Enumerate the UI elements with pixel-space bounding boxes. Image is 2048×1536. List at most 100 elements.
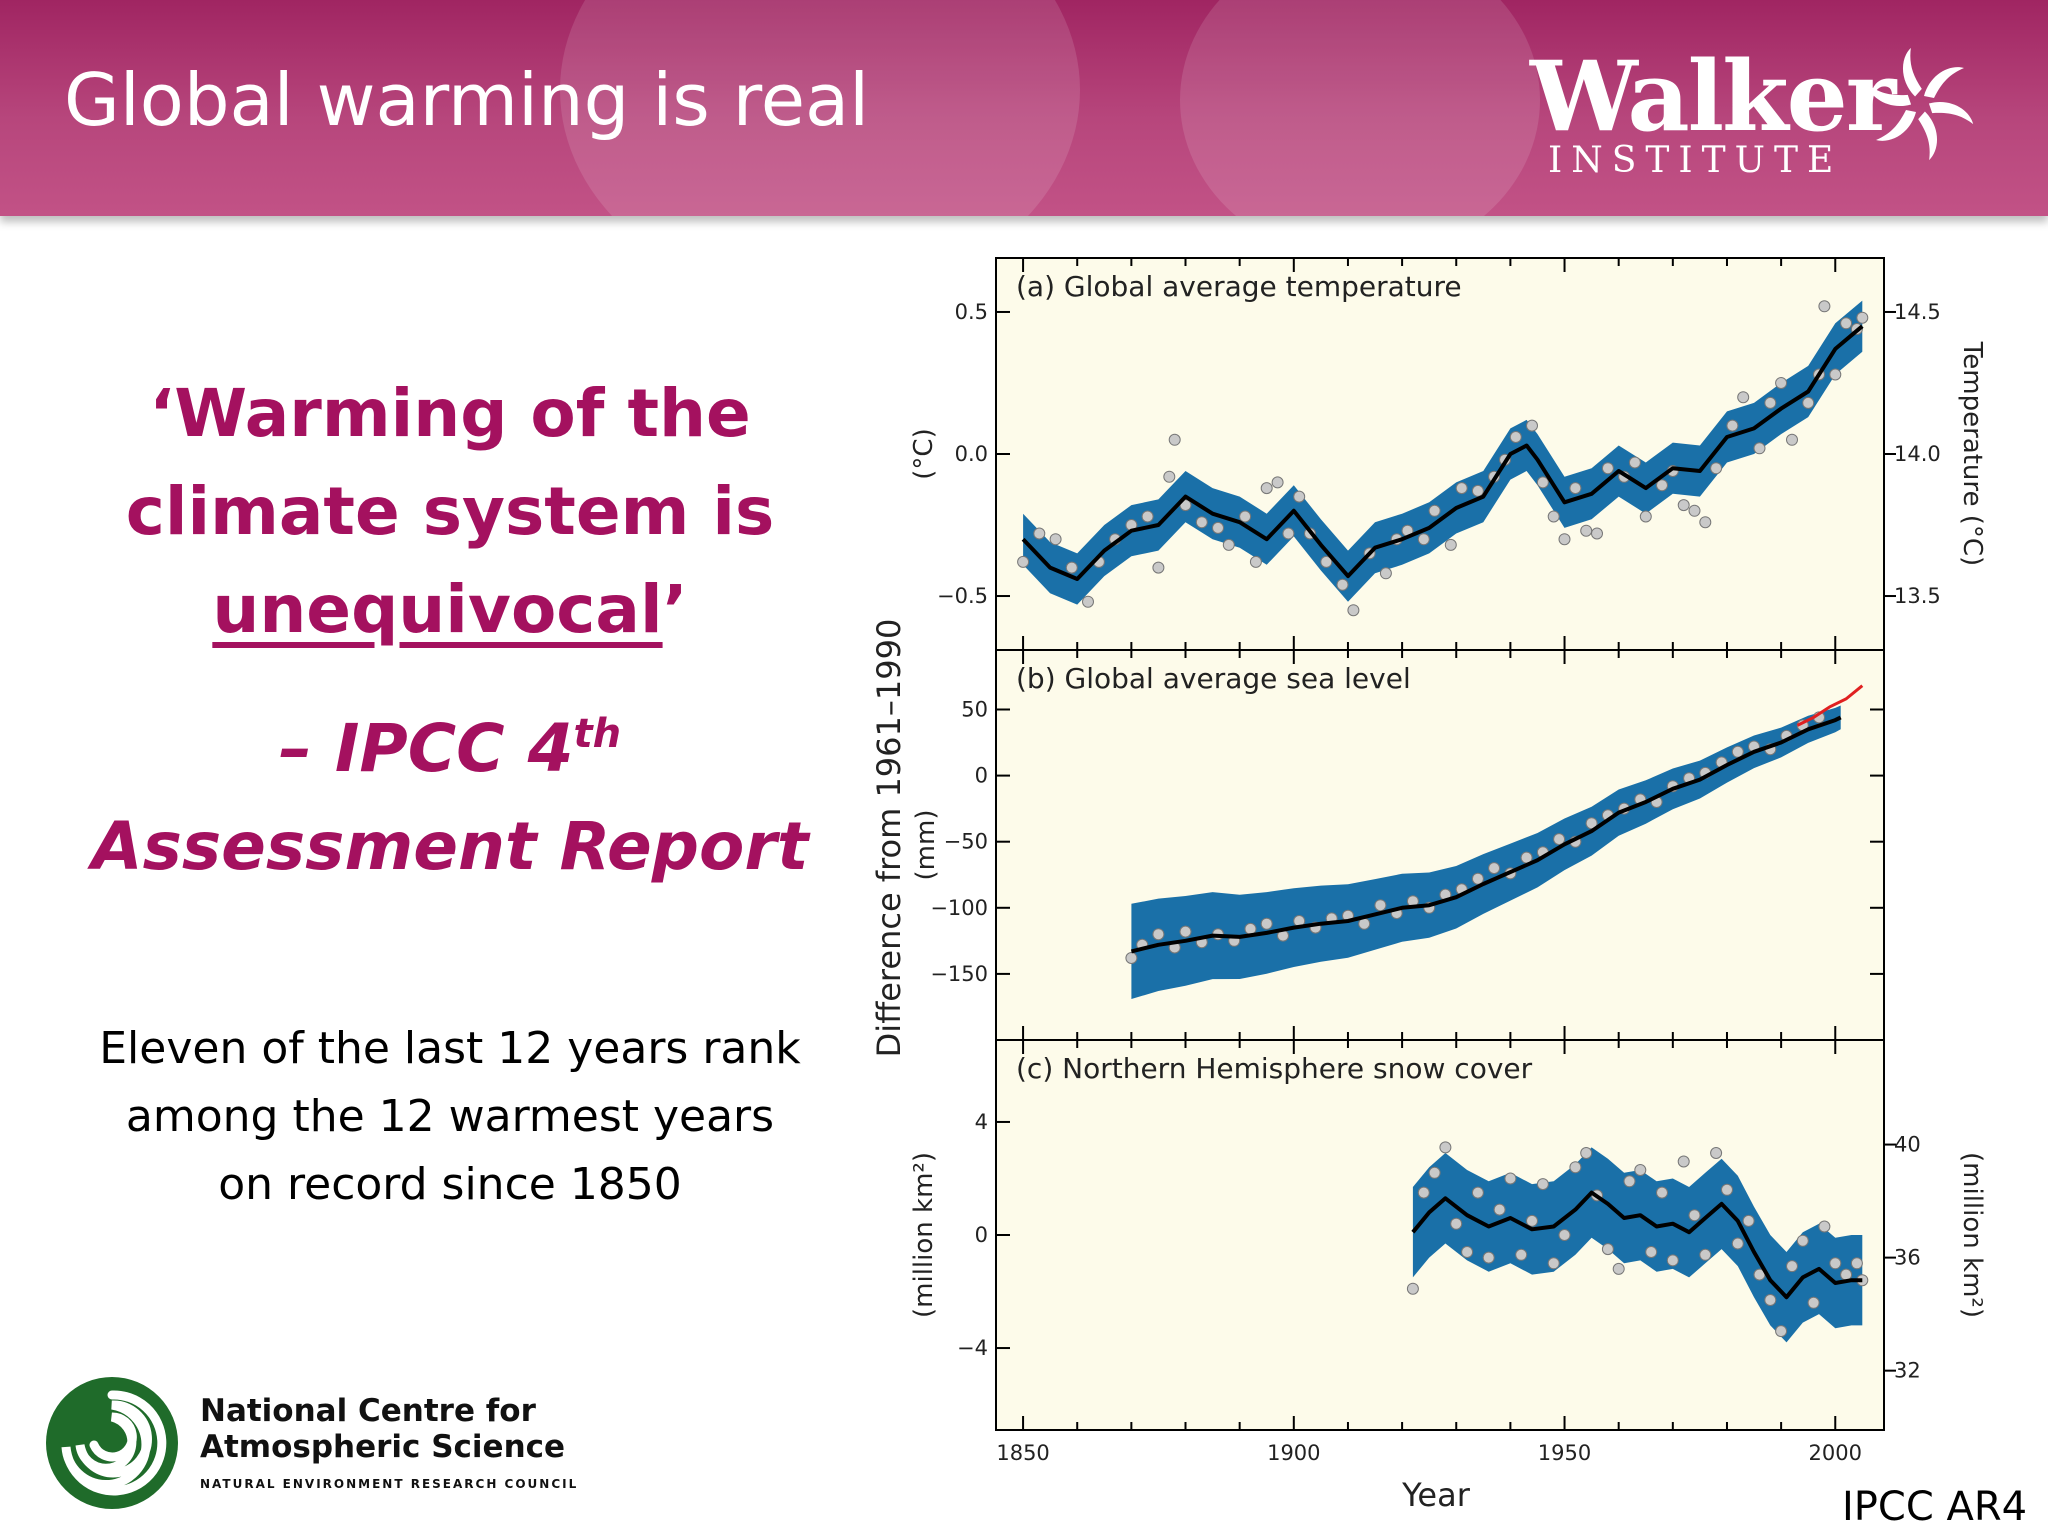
right-y-axis-label: (million km²) xyxy=(1957,1152,1987,1318)
annual-point xyxy=(1726,419,1739,432)
annual-point xyxy=(1547,510,1560,523)
annual-point xyxy=(1737,391,1750,404)
annual-point xyxy=(1677,1155,1690,1168)
annual-point xyxy=(1336,578,1349,591)
annual-point xyxy=(1553,833,1566,846)
annual-point xyxy=(1856,311,1869,324)
uncertainty-band xyxy=(1412,1147,1863,1343)
annual-point xyxy=(1677,499,1690,512)
y-tick-label: 0 xyxy=(975,1223,988,1247)
title-banner: Global warming is real Walker INSTITUTE xyxy=(0,0,2048,216)
x-axis-label: Year xyxy=(1401,1476,1471,1514)
y-tick-label: −150 xyxy=(930,962,988,986)
uncertainty-band xyxy=(1023,300,1863,605)
annual-point xyxy=(1731,1237,1744,1250)
annual-point xyxy=(1515,1248,1528,1261)
ncas-subtitle: NATURAL ENVIRONMENT RESEARCH COUNCIL xyxy=(200,1477,579,1491)
annual-point xyxy=(1840,317,1853,330)
annual-point xyxy=(1558,533,1571,546)
ncas-logo: National Centre for Atmospheric Science … xyxy=(44,1375,634,1509)
annual-point xyxy=(1786,433,1798,446)
annual-point xyxy=(1374,899,1387,912)
annual-point xyxy=(1450,1217,1463,1230)
annual-point xyxy=(1195,516,1208,529)
annual-point xyxy=(1509,431,1522,443)
y-tick-label: −100 xyxy=(930,896,988,920)
y-tick-label: 0.0 xyxy=(955,442,988,466)
annual-point xyxy=(1504,1172,1517,1185)
right-y-tick-label: 14.5 xyxy=(1894,300,1941,324)
fact-line: among the 12 warmest years xyxy=(125,1091,775,1142)
annual-point xyxy=(1212,521,1224,534)
annual-point xyxy=(1526,1214,1538,1227)
right-y-tick-label: 40 xyxy=(1894,1133,1921,1157)
annual-point xyxy=(1850,1257,1863,1270)
annual-point xyxy=(1152,928,1165,941)
attribution-superscript: th xyxy=(573,711,622,757)
annual-point xyxy=(1493,1203,1506,1216)
annual-point xyxy=(1591,527,1603,540)
walker-institute-logo: Walker INSTITUTE xyxy=(1520,40,1990,190)
walker-swirl-icon xyxy=(1866,47,1974,161)
annual-point xyxy=(1406,1282,1419,1295)
annual-point xyxy=(1471,1186,1484,1199)
annual-point xyxy=(1417,1186,1430,1199)
satellite-series-line xyxy=(1796,684,1864,727)
annual-point xyxy=(1141,510,1154,523)
annual-point xyxy=(1536,1178,1549,1191)
banner-decoration xyxy=(560,0,1080,216)
chart-panel-snow_cover: 1850 1900 1950 2000 −4 0 4 32 36 40 (c) Northern H… xyxy=(909,1039,1987,1465)
annual-point xyxy=(1482,1251,1495,1264)
ncas-name-line: Atmospheric Science xyxy=(200,1429,566,1465)
annual-point xyxy=(1428,504,1441,517)
annual-point xyxy=(1260,917,1273,930)
annual-point xyxy=(1461,1246,1474,1258)
x-tick-label: 1850 xyxy=(996,1441,1049,1465)
annual-point xyxy=(1742,1214,1755,1227)
source-citation: IPCC AR4 xyxy=(1842,1484,2028,1530)
annual-point xyxy=(1293,490,1306,503)
annual-point xyxy=(1569,482,1582,495)
attribution-prefix: – IPCC 4 xyxy=(278,710,574,787)
y-tick-label: 4 xyxy=(975,1110,988,1134)
quote-attribution: – IPCC 4th Assessment Report xyxy=(90,700,810,896)
annual-point xyxy=(1807,1296,1820,1309)
slide-title: Global warming is real xyxy=(64,58,870,142)
quote-line: unequivocal’ xyxy=(90,561,810,659)
annual-point xyxy=(1699,1248,1712,1261)
annual-point xyxy=(1623,1175,1636,1188)
annual-point xyxy=(1612,1262,1625,1275)
annual-point xyxy=(1656,479,1668,492)
annual-point xyxy=(1417,533,1430,546)
annual-point xyxy=(1764,396,1777,409)
annual-point xyxy=(1439,1141,1452,1154)
panel-title: (b) Global average sea level xyxy=(1016,662,1411,695)
annual-point xyxy=(1179,925,1192,938)
annual-point xyxy=(1628,456,1641,469)
annual-point xyxy=(1163,470,1176,483)
annual-point xyxy=(1125,952,1138,964)
y-axis-label: (million km²) xyxy=(909,1152,939,1318)
panel-title: (c) Northern Hemisphere snow cover xyxy=(1016,1052,1533,1085)
annual-point xyxy=(1829,1257,1842,1270)
annual-point xyxy=(1049,533,1062,546)
attribution-line: Assessment Report xyxy=(91,808,809,885)
y-tick-label: 0 xyxy=(975,764,988,788)
y-tick-label: −0.5 xyxy=(937,584,988,608)
annual-point xyxy=(1536,476,1549,489)
annual-point xyxy=(1710,1147,1723,1159)
right-y-axis-label: Temperature (°C) xyxy=(1957,341,1987,566)
annual-point xyxy=(1764,1294,1777,1306)
smoothed-series-line xyxy=(1130,715,1842,954)
annual-point xyxy=(1168,433,1181,446)
annual-point xyxy=(1656,1186,1668,1199)
quote-emphasis: unequivocal xyxy=(212,571,663,648)
annual-point xyxy=(1033,527,1046,540)
annual-point xyxy=(1580,1147,1593,1159)
annual-point xyxy=(1753,442,1766,455)
panel-title: (a) Global average temperature xyxy=(1016,270,1462,303)
annual-point xyxy=(1775,1325,1788,1338)
x-tick-label: 1900 xyxy=(1267,1441,1320,1465)
annual-point xyxy=(1152,561,1165,574)
